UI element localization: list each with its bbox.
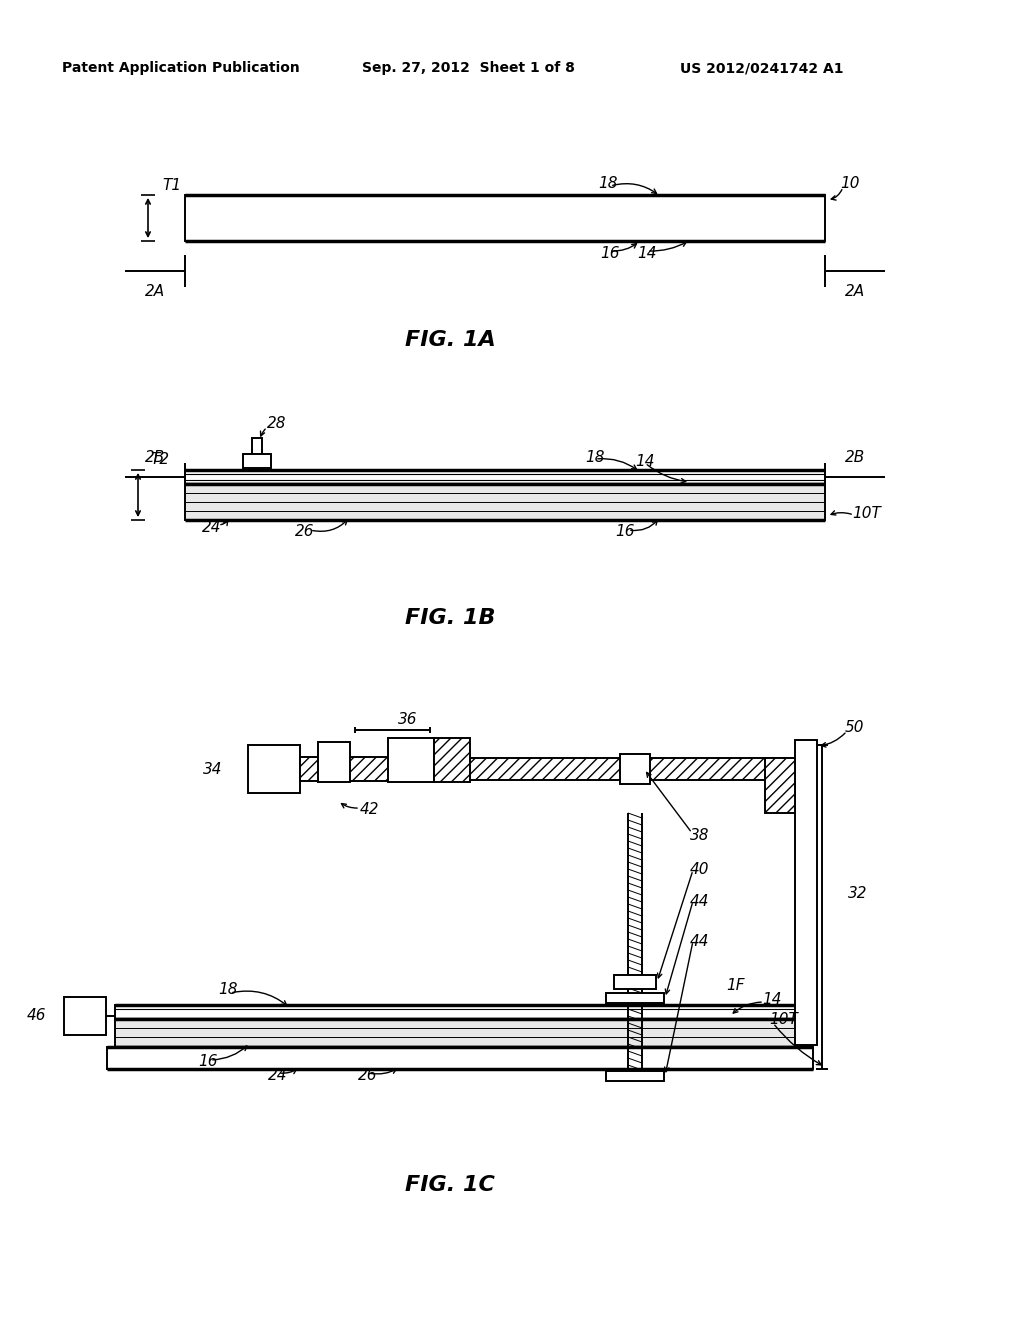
Text: 26: 26 [358,1068,378,1082]
Text: FIG. 1B: FIG. 1B [404,609,496,628]
Text: Patent Application Publication: Patent Application Publication [62,61,300,75]
Text: 24: 24 [268,1068,288,1082]
Text: 44: 44 [690,935,710,949]
Text: 42: 42 [360,803,380,817]
Text: 1F: 1F [726,978,744,993]
Text: T1: T1 [162,177,181,193]
Text: 38: 38 [690,828,710,842]
Bar [388,738,434,781]
Text: 32: 32 [848,886,867,900]
Text: 18: 18 [218,982,238,998]
Bar [795,741,817,1045]
Bar [185,470,825,484]
Bar [440,758,795,780]
Bar [243,454,271,469]
Text: 2A: 2A [845,284,865,298]
Bar [252,438,262,458]
Bar [765,758,795,813]
Bar [106,1047,813,1069]
Text: 40: 40 [690,862,710,878]
Text: FIG. 1A: FIG. 1A [404,330,496,350]
Bar [606,1071,664,1081]
Bar [63,997,106,1035]
Text: 2B: 2B [845,450,865,465]
Text: 34: 34 [203,762,222,776]
Bar [614,975,656,989]
Text: 26: 26 [295,524,314,540]
Bar [318,742,350,781]
Text: 46: 46 [27,1008,46,1023]
Bar [248,744,300,793]
Bar [185,484,825,520]
Text: T2: T2 [150,453,169,467]
Text: 14: 14 [762,993,781,1007]
Text: 14: 14 [635,454,654,470]
Text: 10T: 10T [852,507,881,521]
Bar [434,738,470,781]
Text: 2B: 2B [144,450,165,465]
Text: 24: 24 [202,520,221,535]
Text: 14: 14 [637,246,656,260]
Text: 50: 50 [845,721,864,735]
Text: 16: 16 [600,246,620,260]
Text: US 2012/0241742 A1: US 2012/0241742 A1 [680,61,844,75]
Bar [115,1019,805,1047]
Bar [606,993,664,1003]
Text: 44: 44 [690,895,710,909]
Text: 10T: 10T [769,1012,798,1027]
Text: 18: 18 [598,176,617,190]
Text: 16: 16 [198,1055,217,1069]
Text: FIG. 1C: FIG. 1C [406,1175,495,1195]
Bar [185,195,825,242]
Text: 36: 36 [398,713,418,727]
Text: 10: 10 [840,176,859,190]
Bar [300,756,440,781]
Bar [115,1005,805,1019]
Text: 18: 18 [585,450,604,465]
Text: 2A: 2A [145,284,165,298]
Text: Sep. 27, 2012  Sheet 1 of 8: Sep. 27, 2012 Sheet 1 of 8 [362,61,574,75]
Text: 16: 16 [615,524,635,540]
Text: 28: 28 [267,417,287,432]
Bar [620,754,650,784]
